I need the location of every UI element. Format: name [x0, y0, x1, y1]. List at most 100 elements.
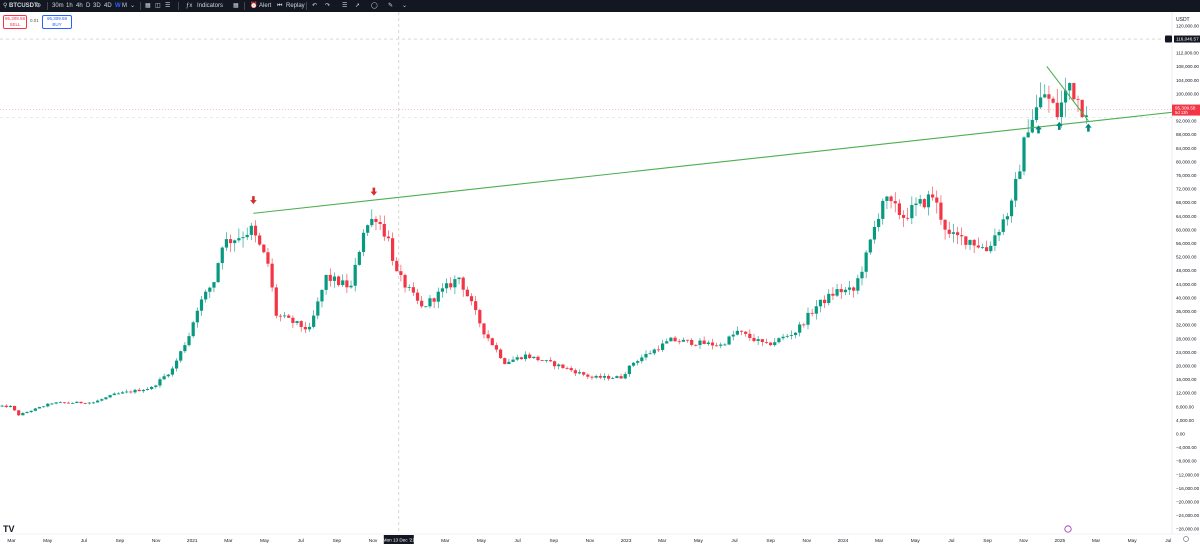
candle [777, 337, 781, 344]
candle-body [710, 342, 715, 346]
crosshair-date-label: Mon 13 Dec '21 [383, 538, 415, 543]
candle-body [104, 397, 108, 400]
candle-body [461, 277, 465, 290]
interval-30m[interactable]: 30m [52, 3, 64, 9]
trend-line-tool-icon[interactable]: ➚ [355, 3, 361, 9]
candle [577, 369, 582, 375]
interval-w[interactable]: W [115, 3, 121, 9]
candle-body [702, 340, 706, 345]
more-tools-icon[interactable]: ⌄ [402, 3, 408, 9]
candle [744, 331, 748, 337]
candle [889, 195, 893, 209]
interval-3d[interactable]: 3D [93, 3, 101, 9]
buy-button[interactable]: 95,309.59 BUY [42, 15, 72, 29]
candle [498, 348, 503, 360]
candle [0, 404, 4, 408]
candle-body [46, 403, 50, 407]
candle [690, 338, 694, 347]
candle [287, 313, 291, 319]
candle-body [411, 287, 415, 293]
candle-body [415, 292, 420, 301]
redo-icon[interactable]: ↷ [325, 3, 331, 9]
symbol-search-icon[interactable]: ⚲ [3, 3, 8, 9]
candle [258, 232, 262, 246]
candle-body [428, 298, 432, 307]
candle-body [507, 361, 511, 365]
candle-body [731, 334, 735, 337]
interval-d[interactable]: D [86, 3, 91, 9]
settings-sliders-icon[interactable]: ☰ [342, 3, 348, 9]
candle-body [133, 389, 137, 393]
interval-1h[interactable]: 1h [66, 3, 73, 9]
candle [960, 227, 964, 246]
candle-body [565, 367, 569, 369]
candle [868, 238, 872, 255]
candle-body [336, 276, 341, 286]
candle [727, 335, 731, 346]
interval-m[interactable]: M [122, 3, 127, 9]
chevron-down-icon[interactable]: ⌄ [130, 3, 136, 9]
templates-icon[interactable]: ▦ [233, 3, 239, 9]
candle-body [486, 334, 490, 339]
candle-body [150, 386, 154, 390]
candle-body [112, 393, 116, 396]
compare-add-icon[interactable]: ⊕ [36, 3, 42, 9]
candle [702, 336, 706, 345]
y-tick-label: 4,000.00 [1176, 418, 1194, 423]
candle-body [54, 402, 58, 404]
y-tick-label: 76,000.00 [1176, 173, 1197, 178]
candle-body [897, 203, 901, 216]
candle-body [179, 351, 183, 361]
candle [125, 389, 129, 394]
indicators-button[interactable]: Indicators [197, 3, 224, 9]
candle-body [935, 197, 939, 203]
candle [835, 283, 839, 298]
candle [831, 287, 835, 301]
candle-body [781, 336, 785, 339]
alert-button[interactable]: Alert [259, 3, 272, 9]
candle [324, 274, 328, 295]
candle-body [548, 360, 553, 362]
alert-icon[interactable]: ⏰ [250, 3, 258, 9]
last-price-value: 95,309.58 [1175, 105, 1196, 110]
candle-body [282, 315, 287, 317]
candle-body [100, 399, 104, 401]
candle [602, 373, 607, 381]
interval-4d[interactable]: 4D [104, 3, 112, 9]
interval-4h[interactable]: 4h [76, 3, 83, 9]
candle-body [436, 291, 440, 302]
brush-tool-icon[interactable]: ✎ [388, 3, 394, 9]
candle-body [852, 287, 856, 291]
candles-style-icon[interactable]: ▦ [145, 3, 151, 9]
undo-icon[interactable]: ↶ [312, 3, 318, 9]
shapes-tool-icon[interactable]: ◯ [371, 3, 378, 9]
candle-body [386, 236, 391, 239]
candle-body [1014, 178, 1018, 201]
replay-button[interactable]: Replay [286, 3, 305, 9]
x-tick-label: Nov [1019, 538, 1028, 544]
candle-body [868, 239, 872, 253]
x-tick-label: May [43, 538, 53, 544]
candle-body [199, 299, 204, 311]
symbol-name[interactable]: BTCUSDT [9, 3, 38, 9]
candle-body [395, 260, 399, 272]
sell-button[interactable]: 95,309.58 SELL [3, 15, 27, 29]
top-toolbar: ⚲ BTCUSDT ⊕ 30m 1h 4h D 3D 4D W M ⌄ ▦ ◫ … [0, 0, 1200, 12]
bars-style-icon[interactable]: ☰ [165, 3, 171, 9]
candle-body [972, 239, 976, 246]
candle-body [366, 225, 370, 233]
candle [212, 282, 216, 293]
candle [424, 305, 428, 308]
candle [390, 232, 395, 266]
candle [964, 236, 968, 250]
candle-body [274, 287, 278, 316]
layout-icon[interactable]: ◫ [155, 3, 161, 9]
replay-icon[interactable]: ⏮ [277, 3, 283, 9]
indicators-icon[interactable]: ƒx [186, 3, 193, 9]
trend-line-2 [1046, 66, 1089, 122]
candle-body [503, 358, 507, 365]
candle-body [569, 368, 573, 371]
candle [386, 230, 391, 242]
candle-body [715, 345, 719, 347]
